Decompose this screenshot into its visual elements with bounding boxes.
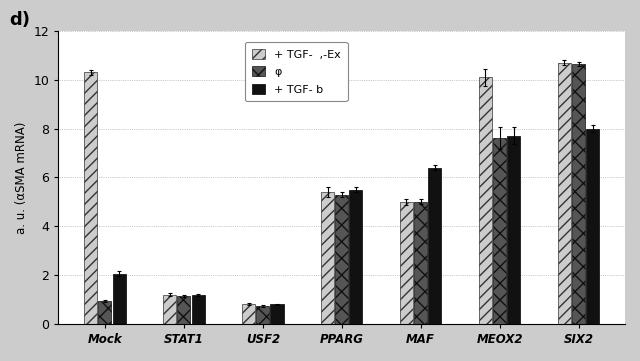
Bar [586, 129, 599, 324]
Bar [493, 138, 506, 324]
Bar [84, 72, 97, 324]
Text: d): d) [10, 11, 31, 29]
Bar [271, 304, 284, 324]
Bar [428, 168, 442, 324]
Legend: + TGF-  ,-Ex, φ, + TGF- b: + TGF- ,-Ex, φ, + TGF- b [245, 42, 348, 101]
Bar [256, 306, 269, 324]
Bar [191, 295, 205, 324]
Bar [163, 295, 176, 324]
Bar [177, 296, 191, 324]
Bar [242, 304, 255, 324]
Y-axis label: a. u. (αSMA mRNA): a. u. (αSMA mRNA) [15, 121, 28, 234]
Bar [335, 195, 348, 324]
Bar [400, 202, 413, 324]
Bar [572, 64, 585, 324]
Bar [558, 62, 571, 324]
Bar [349, 190, 362, 324]
Bar [321, 192, 334, 324]
Bar [479, 77, 492, 324]
Bar [113, 274, 125, 324]
Bar [508, 136, 520, 324]
Bar [99, 301, 111, 324]
Bar [414, 202, 427, 324]
